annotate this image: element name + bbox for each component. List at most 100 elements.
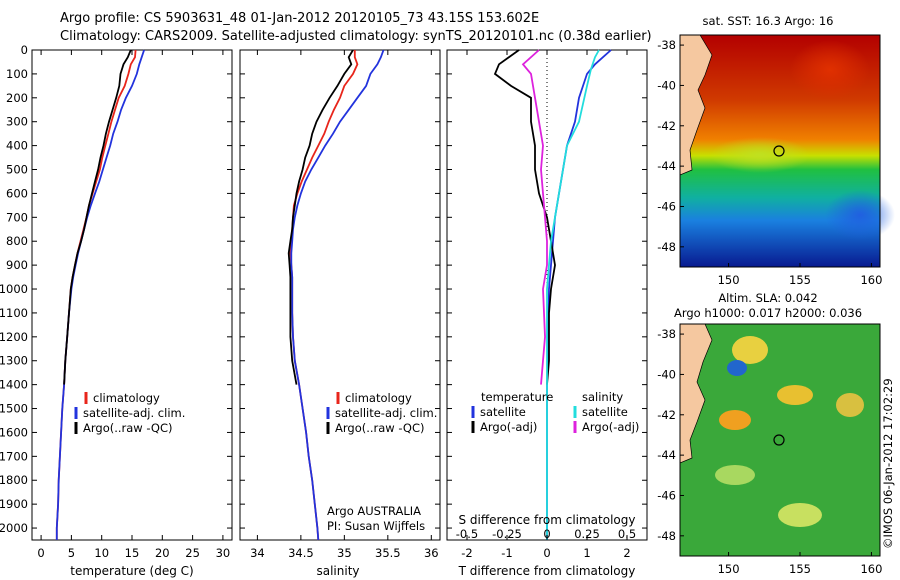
salinity-xlabel: salinity	[316, 564, 359, 578]
legend-title-salinity: salinity	[582, 390, 623, 404]
sst-map: sat. SST: 16.3 Argo: 16 -38-40-42-44-46-…	[657, 14, 895, 287]
sla-high-patch	[777, 385, 813, 405]
sst-cold-patch	[825, 190, 895, 240]
legend-label-temp-argo: Argo(-adj)	[480, 420, 537, 434]
tasmania-landmass	[679, 34, 713, 176]
legend-title-temperature: temperature	[481, 390, 553, 404]
x-tick-label: 10	[94, 546, 109, 560]
legend-label-satellite: satellite-adj. clim.	[335, 406, 437, 420]
longitude-tick-label: 150	[718, 562, 740, 576]
depth-tick-label: 1400	[0, 378, 28, 392]
x-tick-label: 20	[155, 546, 170, 560]
sst-warm-patch	[790, 40, 870, 100]
sst-map-title: sat. SST: 16.3 Argo: 16	[703, 14, 834, 28]
depth-tick-label: 2000	[0, 521, 28, 535]
latitude-tick-label: -40	[657, 367, 676, 381]
sla-map-frame	[679, 323, 881, 557]
sla-high-patch	[719, 410, 751, 430]
temperature-xlabel: temperature (deg C)	[70, 564, 193, 578]
depth-tick-label: 700	[6, 210, 28, 224]
depth-tick-label: 1600	[0, 425, 28, 439]
depth-tick-label: 200	[6, 91, 28, 105]
difference-legend: temperature salinity satellite Argo(-adj…	[471, 390, 639, 434]
imos-credit: ©IMOS 06-Jan-2012 17:02:29	[881, 378, 895, 549]
longitude-tick-label: 160	[860, 273, 882, 287]
depth-tick-label: 800	[6, 234, 28, 248]
s-difference-tick-label: 0.25	[574, 527, 600, 541]
series-line-argo-raw-qc-	[287, 49, 354, 385]
series-line-climatology	[55, 49, 137, 540]
x-tick-label: 30	[216, 546, 231, 560]
legend-label-climatology: climatology	[93, 391, 160, 405]
depth-tick-label: 1700	[0, 449, 28, 463]
sst-front	[710, 137, 810, 173]
depth-tick-label: 1500	[0, 402, 28, 416]
x-tick-label: -1	[501, 546, 512, 560]
depth-tick-label: 600	[6, 186, 28, 200]
temperature-panel-frame	[31, 49, 233, 541]
sla-low-patch	[727, 360, 747, 376]
temperature-chart: 0 5 10 15 20 25 30	[32, 49, 232, 560]
x-tick-label: 35	[337, 546, 352, 560]
legend-label-temp-satellite: satellite	[480, 405, 526, 419]
latitude-tick-label: -42	[657, 119, 676, 133]
depth-tick-label: 100	[6, 67, 28, 81]
depth-tick-label: 0	[21, 43, 28, 57]
depth-axis: 0 100 200 300 400 500 600 700 800 900 1000 1100 1200…	[0, 43, 28, 535]
legend-label-climatology: climatology	[345, 391, 412, 405]
sla-map-title-line-2: Argo h1000: 0.017 h2000: 0.036	[674, 306, 862, 320]
t-difference-xlabel: T difference from climatology	[458, 564, 636, 578]
depth-tick-label: 400	[6, 139, 28, 153]
latitude-tick-label: -48	[657, 529, 676, 543]
legend-label-argo: Argo(..raw -QC)	[83, 421, 173, 435]
sla-map-title-line-1: Altim. SLA: 0.042	[718, 291, 817, 305]
depth-tick-label: 1300	[0, 354, 28, 368]
x-tick-label: 34.5	[288, 546, 314, 560]
legend-label-satellite: satellite-adj. clim.	[83, 406, 185, 420]
x-tick-label: 1	[583, 546, 590, 560]
temperature-legend: climatology satellite-adj. clim. Argo(..…	[74, 391, 185, 435]
longitude-tick-label: 150	[718, 273, 740, 287]
longitude-tick-label: 160	[860, 562, 882, 576]
latitude-tick-label: -42	[657, 408, 676, 422]
series-line-temperature-argo-adj-	[493, 49, 556, 385]
latitude-tick-label: -44	[657, 159, 676, 173]
latitude-tick-label: -38	[657, 38, 676, 52]
latitude-tick-label: -48	[657, 240, 676, 254]
legend-label-argo: Argo(..raw -QC)	[335, 421, 425, 435]
sla-high-patch	[778, 503, 822, 527]
series-line-satellite-adj-clim-	[290, 49, 385, 541]
salinity-legend: climatology satellite-adj. clim. Argo(..…	[326, 391, 437, 533]
series-line-salinity-argo-adj-	[521, 49, 548, 385]
title-line-2: Climatology: CARS2009. Satellite-adjuste…	[60, 29, 652, 44]
latitude-tick-label: -38	[657, 327, 676, 341]
series-line-salinity-satellite	[546, 49, 600, 540]
series-line-climatology	[289, 50, 359, 541]
depth-tick-label: 500	[6, 163, 28, 177]
depth-tick-label: 1200	[0, 330, 28, 344]
longitude-tick-label: 155	[789, 562, 811, 576]
x-tick-label: 36	[424, 546, 439, 560]
sla-high-patch	[836, 393, 864, 417]
s-difference-tick-label: -0.5	[456, 527, 478, 541]
x-tick-label: 0	[37, 546, 44, 560]
x-tick-label: -2	[461, 546, 472, 560]
x-tick-label: 0	[543, 546, 550, 560]
argo-australia-annotation: Argo AUSTRALIA	[327, 504, 421, 518]
sst-longitude-ticks: 150 155 160	[718, 263, 882, 287]
s-difference-label: S difference from climatology	[459, 513, 636, 527]
s-difference-tick-label: 0.5	[618, 527, 636, 541]
sla-latitude-ticks: -38 -40 -42 -44 -46 -48	[657, 327, 684, 543]
salinity-panel-frame	[239, 49, 441, 541]
depth-tick-label: 300	[6, 115, 28, 129]
argo-position-marker	[773, 434, 785, 446]
latitude-tick-label: -46	[657, 199, 676, 213]
latitude-tick-label: -46	[657, 488, 676, 502]
x-tick-label: 34	[250, 546, 265, 560]
series-line-argo-raw-qc-	[63, 49, 132, 385]
x-tick-label: 35.5	[375, 546, 401, 560]
s-difference-tick-label: -0.25	[492, 527, 522, 541]
argo-position-marker	[773, 145, 785, 157]
sst-map-frame	[679, 34, 881, 268]
